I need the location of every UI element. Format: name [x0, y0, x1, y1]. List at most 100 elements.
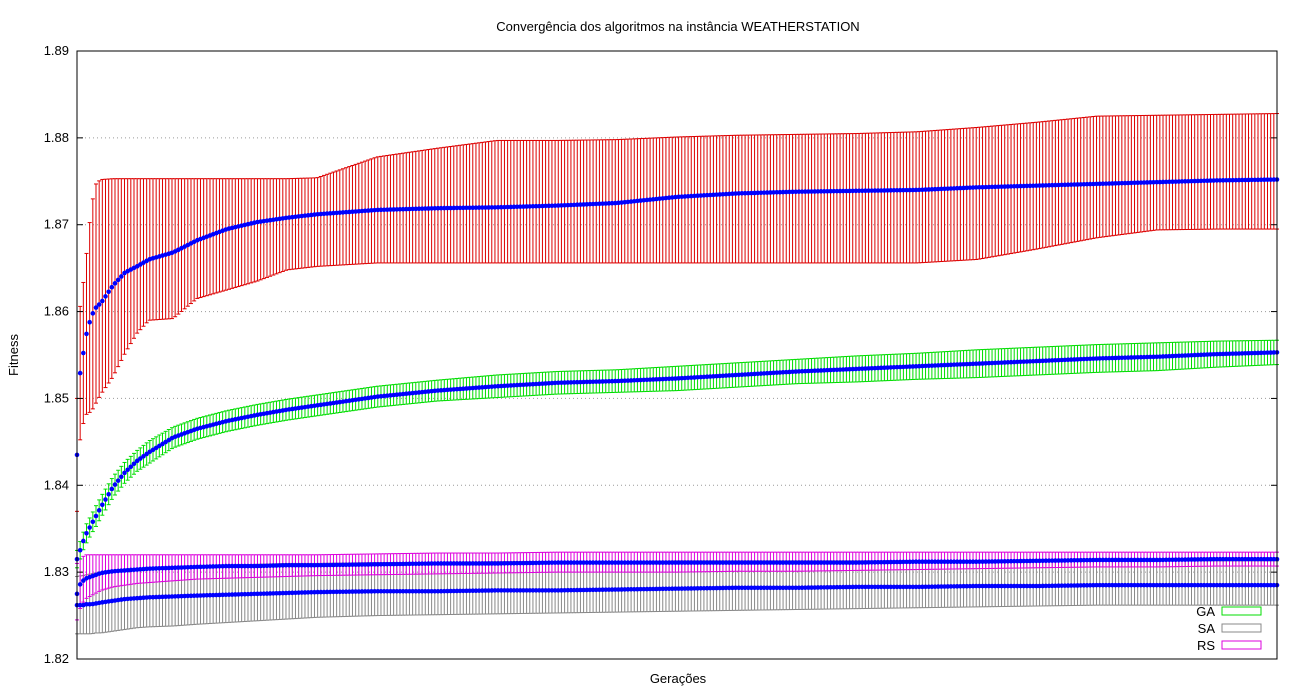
mean-point: [1258, 582, 1264, 588]
mean-point: [1265, 582, 1270, 588]
mean-point: [429, 588, 434, 594]
mean-point: [1192, 582, 1197, 588]
mean-point: [403, 588, 409, 594]
mean-point: [878, 584, 884, 590]
mean-point: [752, 585, 757, 591]
mean-point: [1220, 582, 1226, 588]
mean-point: [764, 585, 770, 591]
grid-lines: [77, 137, 1277, 573]
mean-point: [84, 602, 89, 607]
mean-point: [907, 584, 913, 590]
mean-point: [1198, 582, 1204, 588]
mean-point: [888, 584, 894, 590]
mean-point: [901, 584, 906, 590]
mean-point: [1255, 582, 1261, 588]
mean-point: [853, 584, 859, 590]
mean-point: [1189, 582, 1194, 588]
mean-point: [866, 584, 871, 590]
mean-point: [1141, 582, 1147, 588]
mean-point: [863, 584, 868, 590]
mean-point: [502, 588, 507, 593]
mean-point: [869, 584, 875, 590]
mean-point: [1160, 582, 1166, 588]
mean-point: [996, 583, 1001, 589]
mean-point: [1176, 582, 1182, 588]
mean-point: [1094, 582, 1099, 588]
mean-point: [733, 585, 738, 591]
mean-point: [1119, 582, 1125, 588]
mean-point: [549, 588, 555, 593]
mean-point: [1005, 583, 1011, 589]
mean-point: [1246, 582, 1251, 588]
mean-point: [1186, 582, 1191, 588]
mean-point: [999, 583, 1004, 589]
mean-point: [511, 588, 517, 593]
mean-point: [755, 585, 761, 591]
mean-point: [1173, 582, 1178, 588]
mean-point: [1132, 582, 1137, 588]
mean-point: [1157, 582, 1163, 588]
mean-point: [749, 585, 754, 591]
mean-point: [1103, 582, 1109, 588]
mean-point: [540, 588, 545, 593]
mean-point: [1230, 582, 1235, 588]
mean-point: [856, 584, 862, 590]
mean-point: [517, 588, 523, 593]
mean-point: [381, 588, 387, 594]
mean-point: [384, 588, 390, 594]
mean-point: [1110, 582, 1115, 588]
mean-point: [1100, 582, 1106, 588]
mean-point: [1214, 582, 1220, 588]
mean-point: [1018, 583, 1023, 589]
mean-point: [992, 583, 998, 589]
mean-point: [1201, 582, 1207, 588]
mean-point: [1116, 582, 1121, 588]
mean-points-series-sa: [74, 582, 1280, 608]
mean-point: [1135, 582, 1140, 588]
mean-point: [973, 583, 979, 589]
mean-point: [1182, 582, 1188, 588]
mean-point: [533, 588, 539, 593]
mean-point: [543, 588, 548, 593]
mean-point: [1125, 582, 1131, 588]
mean-point: [1011, 583, 1017, 589]
mean-point: [419, 588, 425, 594]
mean-point: [745, 585, 751, 591]
mean-point: [1008, 583, 1014, 589]
mean-point: [530, 588, 536, 593]
mean-point: [416, 588, 422, 594]
mean-point: [793, 585, 799, 591]
mean-point: [1106, 582, 1112, 588]
mean-point: [1129, 582, 1134, 588]
mean-point: [400, 588, 406, 594]
mean-point: [1217, 582, 1223, 588]
mean-point: [1002, 583, 1008, 589]
mean-point: [774, 585, 780, 591]
mean-point: [777, 585, 783, 591]
mean-point: [1208, 582, 1213, 588]
mean-point: [1021, 583, 1027, 589]
mean-point: [875, 584, 881, 590]
mean-point: [1148, 582, 1153, 588]
mean-point: [1144, 582, 1150, 588]
mean-point: [1138, 582, 1144, 588]
mean-point: [897, 584, 903, 590]
mean-point: [983, 583, 989, 589]
mean-point: [1179, 582, 1185, 588]
error-bars: [75, 113, 1279, 635]
mean-point: [1268, 582, 1273, 588]
mean-point: [913, 584, 919, 590]
mean-point: [1163, 582, 1169, 588]
mean-point: [783, 585, 789, 591]
mean-point: [904, 584, 909, 590]
mean-point: [77, 582, 83, 587]
mean-point: [1015, 583, 1020, 589]
mean-point: [1097, 582, 1102, 588]
mean-point: [989, 583, 995, 589]
mean-point: [508, 588, 514, 593]
mean-point: [372, 588, 377, 594]
mean-point: [742, 585, 748, 591]
mean-point: [521, 588, 526, 593]
mean-point: [910, 584, 916, 590]
